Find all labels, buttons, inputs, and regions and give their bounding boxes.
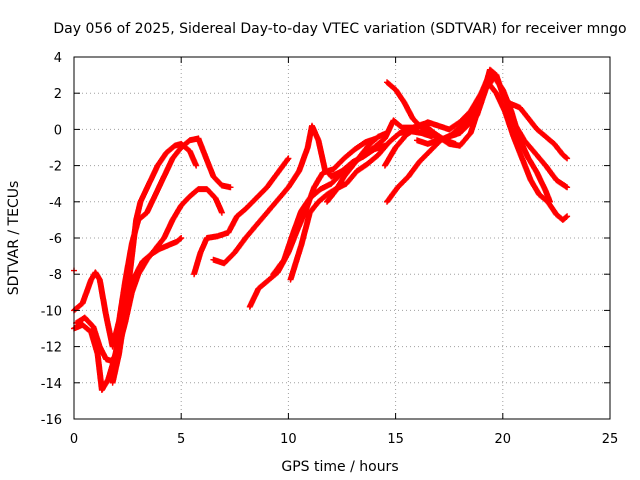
data-series bbox=[71, 66, 571, 393]
series-markers bbox=[191, 155, 292, 278]
x-tick-label: 15 bbox=[387, 432, 404, 447]
y-tick-label: -14 bbox=[41, 377, 62, 392]
y-tick-label: 4 bbox=[54, 51, 62, 66]
y-tick-label: -16 bbox=[41, 413, 62, 428]
series-track-10 bbox=[324, 130, 390, 205]
chart-title: Day 056 of 2025, Sidereal Day-to-day VTE… bbox=[53, 21, 626, 37]
series-track-14 bbox=[414, 73, 553, 205]
x-axis-label: GPS time / hours bbox=[281, 459, 398, 475]
series-track-5 bbox=[191, 155, 292, 278]
y-tick-label: 0 bbox=[54, 123, 62, 138]
x-tick-label: 5 bbox=[177, 432, 185, 447]
y-tick-label: -6 bbox=[49, 232, 62, 247]
y-tick-label: -2 bbox=[49, 160, 62, 175]
axis-ticks: 0 5 10 15 20 25 -16 -14 -12 -10 -8 -6 -4 -2 0 2 4 bbox=[41, 51, 619, 447]
series-markers bbox=[324, 130, 390, 205]
y-tick-label: -8 bbox=[49, 268, 62, 283]
y-tick-label: 2 bbox=[54, 87, 62, 102]
x-tick-label: 25 bbox=[602, 432, 619, 447]
series-markers bbox=[414, 73, 553, 205]
x-tick-label: 10 bbox=[280, 432, 297, 447]
y-tick-label: -12 bbox=[41, 341, 62, 356]
series-markers bbox=[109, 140, 200, 386]
x-tick-label: 20 bbox=[495, 432, 512, 447]
series-track-4 bbox=[109, 140, 200, 386]
x-tick-label: 0 bbox=[70, 432, 78, 447]
y-tick-label: -4 bbox=[49, 196, 62, 211]
y-axis-label: SDTVAR / TECUs bbox=[6, 181, 22, 296]
grid-lines bbox=[74, 57, 610, 419]
y-tick-label: -10 bbox=[41, 304, 62, 319]
